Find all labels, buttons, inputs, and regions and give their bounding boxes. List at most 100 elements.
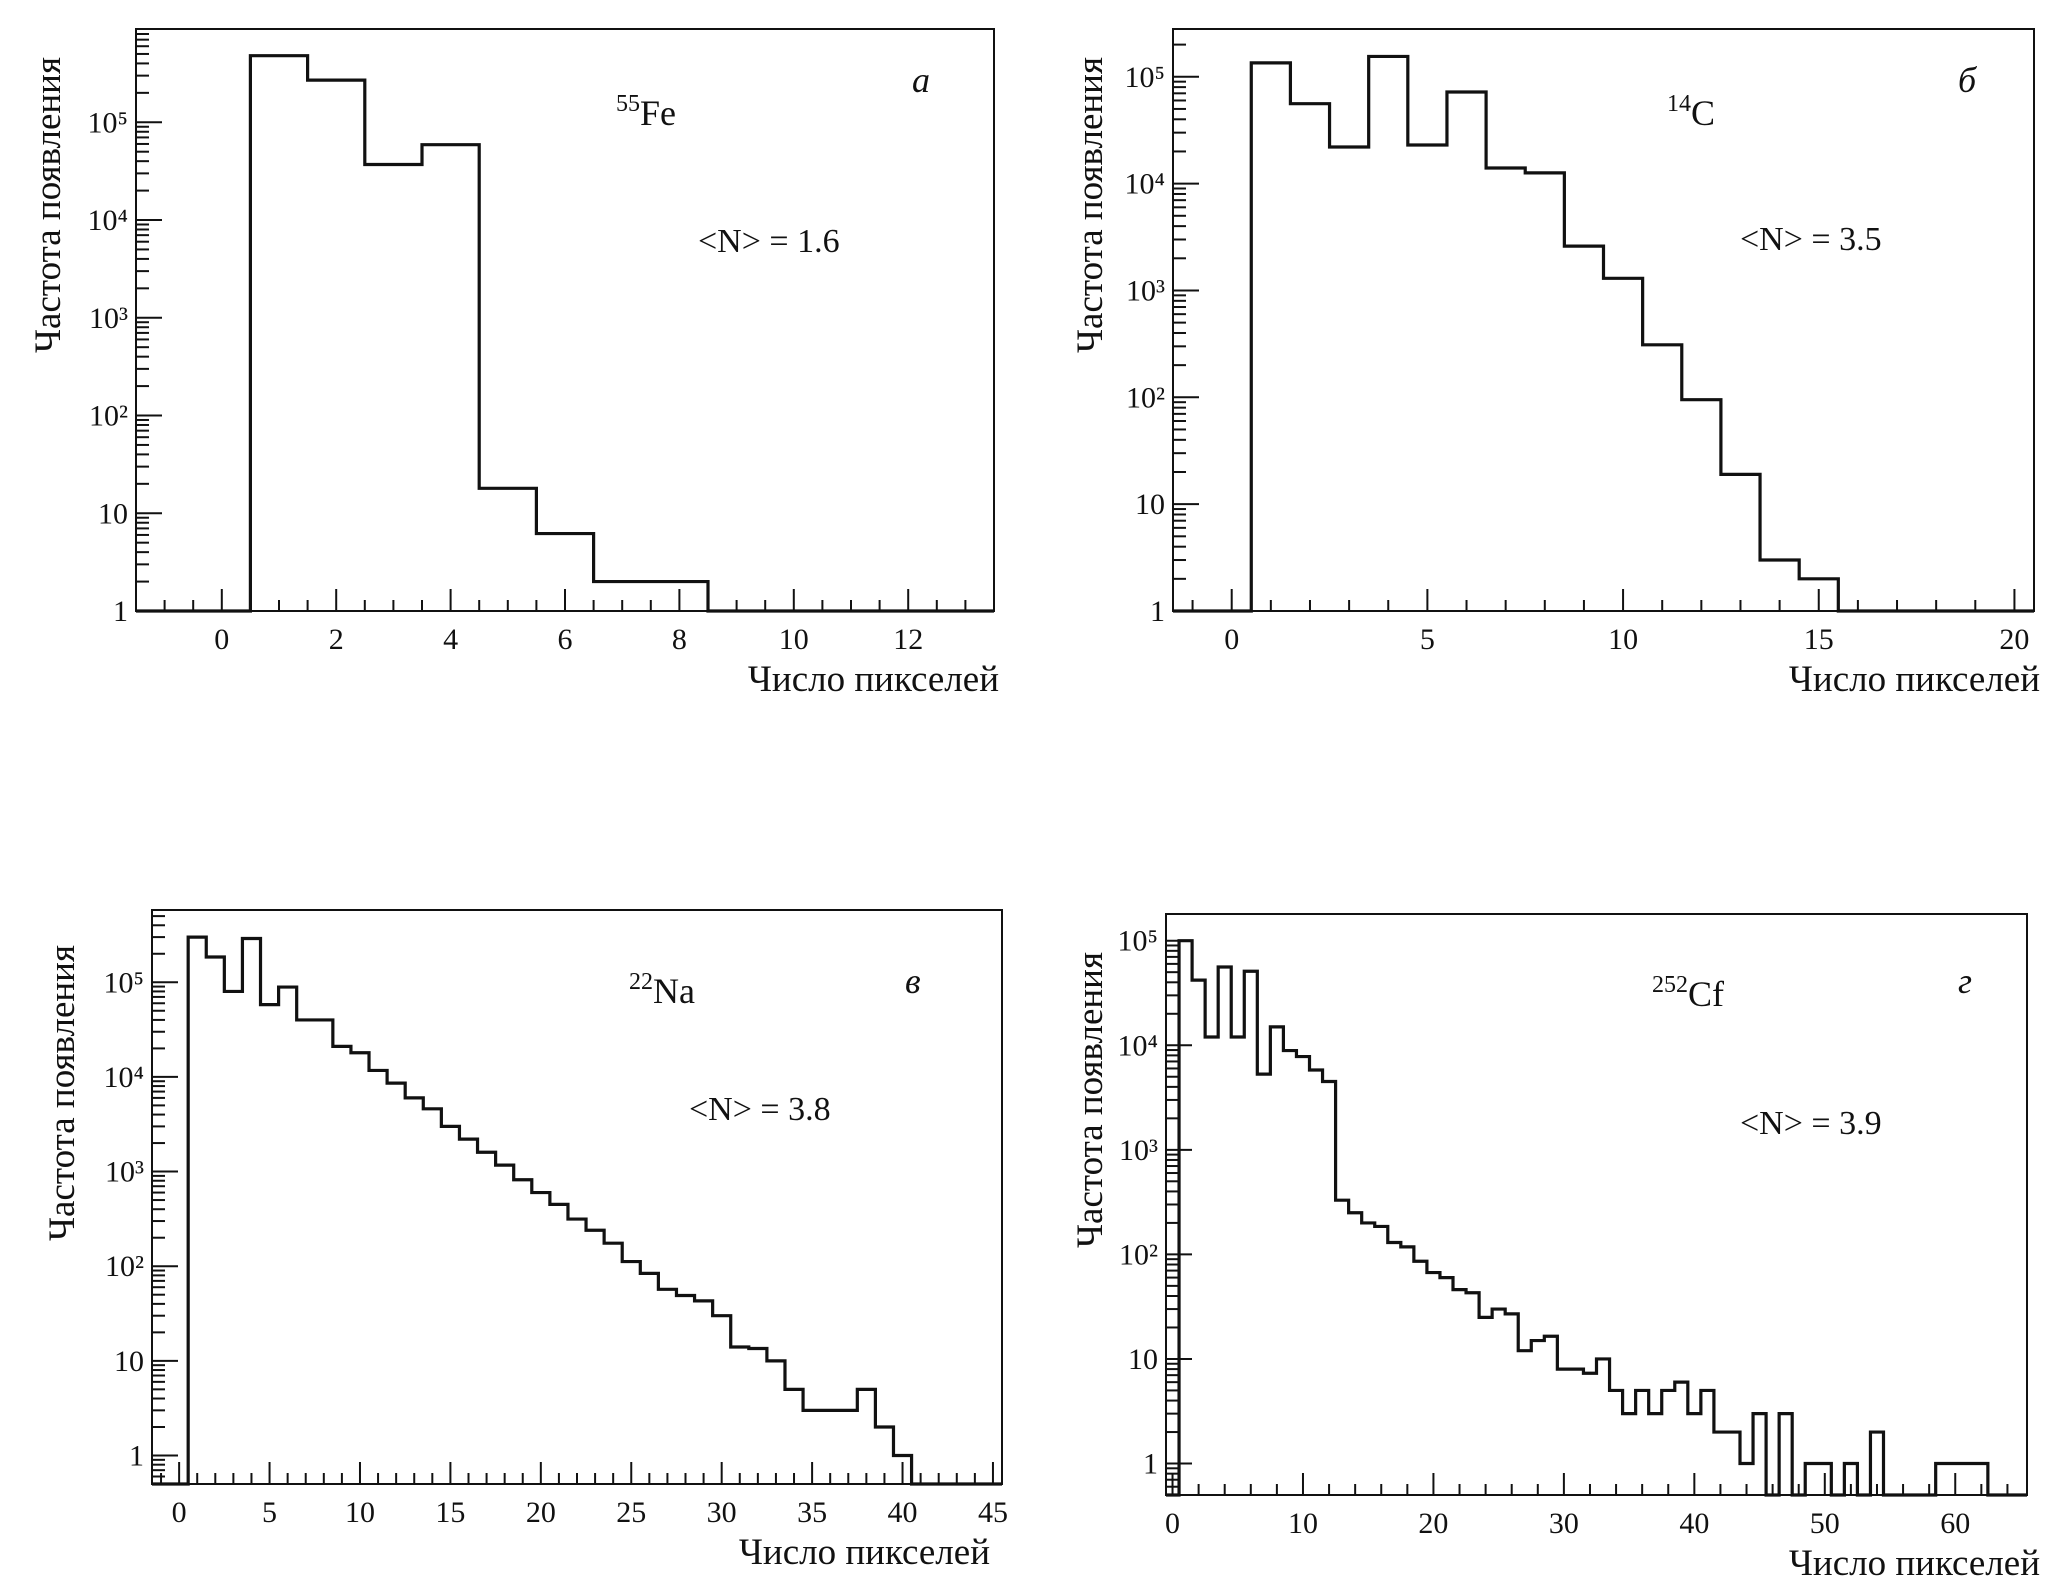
- histogram-bin: [785, 1389, 803, 1484]
- histogram-bin: [1330, 147, 1369, 611]
- histogram-bin: [1205, 1037, 1218, 1495]
- histogram-bin: [1975, 1464, 1988, 1495]
- x-tick-label: 15: [1804, 623, 1834, 656]
- histogram-bin: [1799, 579, 1838, 611]
- histogram-bin: [1564, 246, 1603, 611]
- y-tick-label: 1: [113, 595, 128, 628]
- x-tick-label: 4: [443, 623, 458, 656]
- y-axis-label: Частота появления: [42, 945, 83, 1241]
- mean-annotation: <N> = 3.8: [689, 1091, 831, 1128]
- x-tick-label: 0: [1224, 623, 1239, 656]
- histogram-bin: [1283, 1051, 1296, 1495]
- y-tick-label: 10⁴: [88, 204, 128, 237]
- histogram-bin: [651, 582, 708, 611]
- mean-annotation: <N> = 3.5: [1740, 221, 1882, 258]
- y-tick-label: 10⁵: [88, 106, 128, 139]
- y-tick-label: 10²: [1119, 1238, 1158, 1271]
- histogram-bin: [365, 164, 422, 611]
- chart-panel-в: 0 5 10 15 20 25 30 35 40 45 1 10 10² 10³ 10⁴ 10⁵ 22Na в <N…: [42, 909, 1008, 1573]
- x-tick-label: 10: [779, 623, 809, 656]
- histogram-bin: [1643, 345, 1682, 611]
- isotope-label: 22Na: [629, 969, 695, 1011]
- histogram-bin: [351, 1053, 369, 1484]
- histogram-series: [1173, 54, 2034, 613]
- histogram-bin: [1479, 1317, 1492, 1495]
- histogram-bin: [1740, 1464, 1753, 1495]
- x-tick-label: 60: [1940, 1507, 1970, 1540]
- y-tick-label: 10: [1135, 488, 1165, 521]
- x-tick-label: 2: [329, 623, 344, 656]
- histogram-bin: [1544, 1336, 1557, 1495]
- histogram-bin: [1349, 1213, 1362, 1495]
- histogram-bin: [1597, 1359, 1610, 1495]
- histogram-bin: [658, 1289, 676, 1484]
- isotope-element: Cf: [1688, 974, 1724, 1014]
- histogram-bin: [1701, 1390, 1714, 1495]
- histogram-bin: [224, 991, 242, 1484]
- x-tick-label: 40: [888, 1496, 918, 1529]
- histogram-bin: [405, 1098, 423, 1484]
- histogram-bin: [1682, 400, 1721, 611]
- mean-annotation: <N> = 3.9: [1740, 1105, 1882, 1142]
- histogram-bin: [594, 582, 651, 611]
- histogram-bin: [875, 1427, 893, 1484]
- chart-panel-г: 0 10 20 30 40 50 60 1 10 10² 10³ 10⁴ 10⁵ 252Cf г <N> = …: [1070, 913, 2040, 1584]
- histogram-bin: [1753, 1414, 1766, 1495]
- histogram-bin: [261, 1005, 279, 1484]
- y-tick-label: 10³: [105, 1156, 144, 1189]
- histogram-bin: [1336, 1200, 1349, 1495]
- x-axis-label: Число пикселей: [1789, 659, 2040, 700]
- x-tick-label: 15: [435, 1496, 465, 1529]
- x-axis-label: Число пикселей: [739, 1532, 990, 1573]
- y-axis-label: Частота появления: [28, 57, 69, 353]
- histogram-bin: [1362, 1223, 1375, 1495]
- histogram-bin: [1486, 168, 1525, 611]
- histogram-bin: [893, 1456, 911, 1484]
- isotope-label: 14C: [1667, 91, 1715, 133]
- histogram-bin: [1721, 474, 1760, 611]
- y-tick-label: 10: [114, 1345, 144, 1378]
- histogram-bin: [1427, 1273, 1440, 1495]
- histogram-bin: [640, 1273, 658, 1484]
- y-tick-label: 10²: [105, 1250, 144, 1283]
- histogram-bin: [1231, 1037, 1244, 1495]
- histogram-bin: [1936, 1464, 1949, 1495]
- histogram-bin: [279, 987, 297, 1484]
- x-tick-label: 20: [1999, 623, 2029, 656]
- histogram-bin: [1844, 1464, 1857, 1495]
- histogram-bin: [568, 1219, 586, 1484]
- histogram-bin: [1949, 1464, 1962, 1495]
- isotope-label: 55Fe: [616, 91, 676, 133]
- isotope-mass: 252: [1652, 972, 1688, 998]
- x-tick-label: 40: [1679, 1507, 1709, 1540]
- histogram-bin: [1518, 1351, 1531, 1495]
- x-tick-label: 10: [1288, 1507, 1318, 1540]
- histogram-bin: [1388, 1242, 1401, 1495]
- histogram-bin: [387, 1083, 405, 1484]
- histogram-bin: [1310, 1070, 1323, 1495]
- histogram-bin: [1414, 1261, 1427, 1495]
- histogram-bin: [767, 1361, 785, 1484]
- histogram-bin: [1375, 1226, 1388, 1495]
- x-tick-label: 12: [893, 623, 923, 656]
- y-tick-label: 10⁵: [1118, 925, 1158, 958]
- histogram-bin: [1962, 1464, 1975, 1495]
- histogram-bin: [1179, 941, 1192, 1495]
- y-tick-label: 10⁵: [1125, 61, 1165, 94]
- isotope-label: 252Cf: [1652, 972, 1724, 1014]
- y-tick-label: 10²: [89, 400, 128, 433]
- panel-letter: в: [905, 961, 921, 1001]
- chart-panel-а: 0 2 4 6 8 10 12 1 10 10² 10³ 10⁴ 10⁵ 55Fe а <N> = 1.6 Чи…: [28, 28, 999, 700]
- y-tick-label: 10: [1128, 1343, 1158, 1376]
- histogram-series: [1166, 939, 2027, 1497]
- histogram-bin: [514, 1180, 532, 1484]
- x-tick-label: 30: [1549, 1507, 1579, 1540]
- histogram-bin: [250, 56, 307, 611]
- histogram-bin: [1290, 104, 1329, 611]
- histogram-bin: [1525, 173, 1564, 611]
- histogram-series: [152, 935, 1002, 1486]
- histogram-bin: [1244, 971, 1257, 1495]
- y-tick-label: 10²: [1126, 381, 1165, 414]
- histogram-bin: [441, 1126, 459, 1484]
